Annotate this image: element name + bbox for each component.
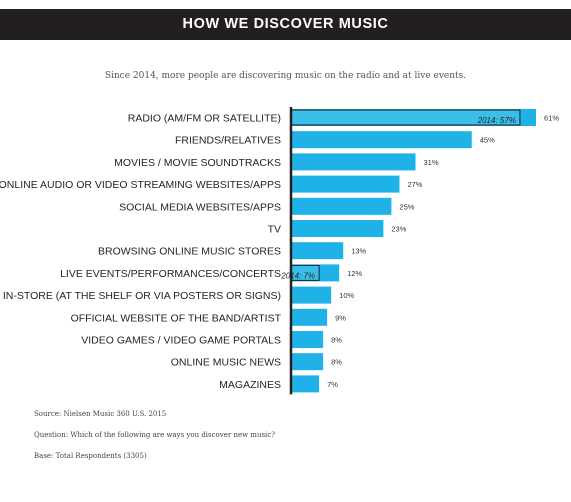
bar-social-media-websites-apps (291, 197, 392, 215)
value-labels: 61% 45% 31% 27% 25% 23% 13% 12% 10% 9% 8% 8% 7% (327, 114, 559, 389)
category-label-online-music-news: ONLINE MUSIC NEWS (171, 357, 281, 369)
bar-browsing-online-music-stores (291, 242, 344, 260)
category-label-browsing-online-music-stores: BROWSING ONLINE MUSIC STORES (98, 246, 281, 258)
category-label-in-store-at-the-shelf-or-via-posters-or-signs: IN-STORE (AT THE SHELF OR VIA POSTERS OR… (3, 290, 281, 302)
value-label-radio-am-fm-or-satellite: 61% (544, 114, 559, 123)
source-note: Source: Nielsen Music 360 U.S. 2015 (34, 410, 167, 418)
category-label-movies-movie-soundtracks: MOVIES / MOVIE SOUNDTRACKS (114, 157, 281, 169)
bar-movies-movie-soundtracks (291, 153, 416, 171)
bar-online-audio-or-video-streaming-websites-apps (291, 175, 400, 193)
value-label-live-events-performances-concerts: 12% (347, 269, 362, 278)
value-label-official-website-of-the-band-artist: 9% (335, 313, 346, 322)
category-label-video-games-video-game-portals: VIDEO GAMES / VIDEO GAME PORTALS (81, 335, 281, 347)
category-label-official-website-of-the-band-artist: OFFICIAL WEBSITE OF THE BAND/ARTIST (71, 312, 282, 324)
value-label-tv: 23% (391, 225, 406, 234)
question-note: Question: Which of the following are way… (34, 431, 275, 439)
comparison-2014-layer: 2014: 57% 2014: 7% (280, 109, 521, 281)
bars-layer (291, 109, 536, 393)
value-label-in-store-at-the-shelf-or-via-posters-or-signs: 10% (339, 291, 354, 300)
value-label-magazines: 7% (327, 380, 338, 389)
value-label-online-audio-or-video-streaming-websites-apps: 27% (407, 180, 422, 189)
category-label-friends-relatives: FRIENDS/RELATIVES (175, 135, 281, 147)
value-label-friends-relatives: 45% (480, 136, 495, 145)
category-labels: RADIO (AM/FM OR SATELLITE) FRIENDS/RELATI… (0, 113, 282, 391)
bar-in-store-at-the-shelf-or-via-posters-or-signs (291, 286, 332, 304)
category-label-social-media-websites-apps: SOCIAL MEDIA WEBSITES/APPS (119, 201, 281, 213)
bar-online-music-news (291, 353, 324, 371)
category-label-magazines: MAGAZINES (219, 379, 281, 391)
value-label-video-games-video-game-portals: 8% (331, 336, 342, 345)
bar-magazines (291, 375, 320, 393)
base-note: Base: Total Respondents (3305) (34, 452, 147, 460)
category-label-tv: TV (268, 224, 281, 236)
bar-tv (291, 220, 384, 237)
label-2014-live-events-performances-concerts: 2014: 7% (280, 271, 315, 280)
bar-video-games-video-game-portals (291, 331, 324, 348)
value-label-online-music-news: 8% (331, 358, 342, 367)
value-label-movies-movie-soundtracks: 31% (424, 158, 439, 167)
category-label-live-events-performances-concerts: LIVE EVENTS/PERFORMANCES/CONCERTS (60, 268, 281, 280)
label-2014-radio-am-fm-or-satellite: 2014: 57% (477, 116, 516, 125)
value-label-browsing-online-music-stores: 13% (351, 247, 366, 256)
bar-official-website-of-the-band-artist (291, 308, 328, 326)
category-label-online-audio-or-video-streaming-websites-apps: ONLINE AUDIO OR VIDEO STREAMING WEBSITES… (0, 179, 281, 191)
chart-title: HOW WE DISCOVER MUSIC (0, 9, 571, 40)
value-label-social-media-websites-apps: 25% (399, 202, 414, 211)
chart-subtitle: Since 2014, more people are discovering … (104, 71, 467, 81)
category-label-radio-am-fm-or-satellite: RADIO (AM/FM OR SATELLITE) (128, 113, 281, 125)
bar-friends-relatives (291, 131, 472, 149)
